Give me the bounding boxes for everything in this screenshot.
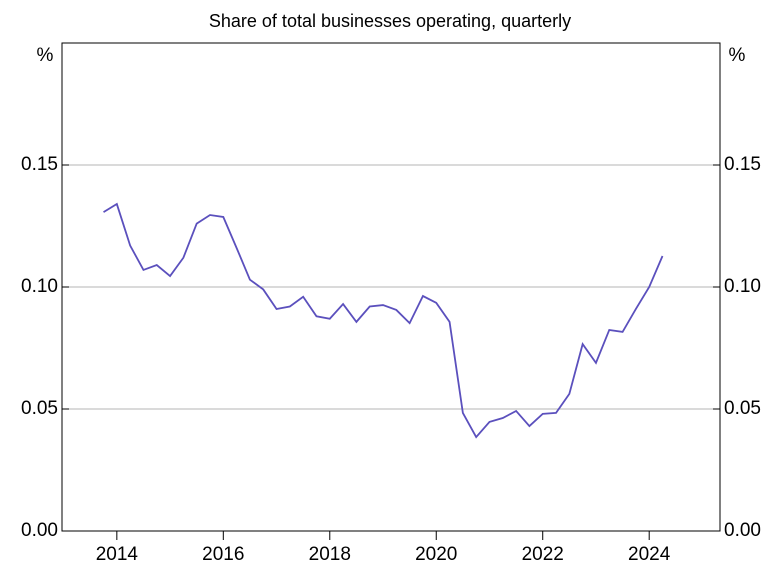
y-tick-label: 0.10 [21,276,58,297]
y2-axis-label: % [729,45,746,66]
line-series [103,202,664,439]
plot-frame [61,42,721,532]
x-tick-label: 2024 [628,544,671,565]
y2-tick-label: 0.15 [724,154,761,175]
y-tick-label: 0.05 [21,398,58,419]
x-tick-label: 2016 [202,544,244,565]
y-axis-label: % [37,45,54,66]
y-tick-label: 0.15 [21,154,58,175]
y2-tick-label: 0.00 [724,520,761,541]
y2-tick-label: 0.10 [724,276,761,297]
chart-subtitle: Share of total businesses operating, qua… [209,11,571,31]
x-tick-label: 2014 [96,544,139,565]
x-tick-label: 2018 [309,544,351,565]
x-tick-label: 2020 [415,544,457,565]
y2-tick-label: 0.05 [724,398,761,419]
x-tick-label: 2022 [522,544,564,565]
y-tick-label: 0.00 [21,520,58,541]
